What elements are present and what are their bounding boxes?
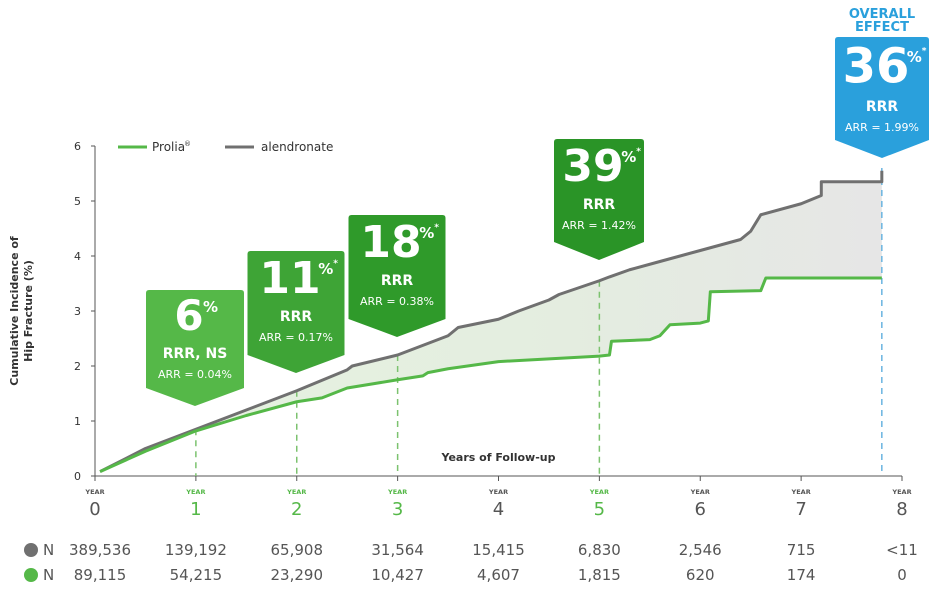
- callout-percent-sign: %: [203, 298, 218, 316]
- callout-significance-mark: *: [333, 259, 338, 269]
- n-at-risk-value: 10,427: [371, 566, 424, 584]
- y-tick-label: 3: [74, 305, 81, 318]
- y-tick-label: 6: [74, 140, 81, 153]
- x-tick-year-word: YEAR: [185, 488, 205, 496]
- y-tick-label: 1: [74, 415, 81, 428]
- n-at-risk-value: 389,536: [69, 541, 131, 559]
- series-line-alendronate: [99, 170, 884, 473]
- x-tick-label: 3: [392, 499, 403, 520]
- x-tick-label: 7: [795, 499, 806, 520]
- callout-box: [554, 139, 644, 260]
- series-line-prolia: [99, 276, 882, 473]
- callout-arr-label: ARR = 0.17%: [259, 331, 333, 344]
- callout-percent-sign: %: [621, 148, 636, 166]
- n-at-risk-value: 174: [787, 566, 816, 584]
- callout-rrr-value: 18: [360, 217, 421, 268]
- callout-arr-label: ARR = 1.99%: [845, 121, 919, 134]
- callout-significance-mark: *: [922, 46, 927, 56]
- callout-rrr-label: RRR: [583, 197, 616, 213]
- legend-label-prolia: Prolia: [152, 140, 185, 154]
- callout-box: [348, 215, 446, 337]
- x-tick-year-word: YEAR: [891, 488, 911, 496]
- n-at-risk-value: 89,115: [74, 566, 127, 584]
- callout-box: [247, 251, 345, 373]
- callout-rrr-label: RRR, NS: [163, 346, 228, 362]
- callout-4: 39% * RRR ARR = 1.42%: [554, 139, 644, 260]
- callout-3: 18% * RRR ARR = 0.38%: [348, 215, 446, 337]
- n-at-risk-value: 1,815: [578, 566, 621, 584]
- callout-rrr-value: 36: [843, 39, 910, 95]
- n-at-risk-value: 4,607: [477, 566, 520, 584]
- callout-2: 11% * RRR ARR = 0.17%: [247, 251, 345, 373]
- x-tick-year-word: YEAR: [84, 488, 104, 496]
- callout-percent-sign: %: [318, 260, 333, 278]
- callout-rrr-label: RRR: [381, 273, 414, 289]
- n-row-marker: [24, 543, 38, 557]
- y-tick-label: 2: [74, 360, 81, 373]
- n-at-risk-value: 0: [897, 566, 907, 584]
- callout-significance-mark: *: [434, 223, 439, 233]
- n-at-risk-value: 54,215: [170, 566, 223, 584]
- x-tick-year-word: YEAR: [488, 488, 508, 496]
- callout-rrr-value: 39: [562, 141, 623, 192]
- n-at-risk-value: 620: [686, 566, 715, 584]
- n-at-risk-value: 23,290: [271, 566, 324, 584]
- n-at-risk-value: 715: [787, 541, 816, 559]
- callout-percent-sign: %: [419, 224, 434, 242]
- callout-1: 6 % RRR, NS ARR = 0.04%: [146, 290, 244, 406]
- x-tick-label: 6: [695, 499, 706, 520]
- n-at-risk-value: 6,830: [578, 541, 621, 559]
- x-tick-label: 0: [89, 499, 100, 520]
- y-axis-label: Cumulative Incidence ofHip Fracture (%): [8, 236, 35, 386]
- x-tick-year-word: YEAR: [286, 488, 306, 496]
- x-tick-year-word: YEAR: [387, 488, 407, 496]
- n-at-risk-value: 139,192: [165, 541, 227, 559]
- callout-arr-label: ARR = 0.04%: [158, 368, 232, 381]
- legend-registered-mark: ®: [184, 140, 191, 148]
- callout-arr-label: ARR = 1.42%: [562, 219, 636, 232]
- callout-percent-sign: %: [907, 48, 922, 66]
- callout-significance-mark: *: [636, 147, 641, 157]
- overall-effect-header: OVERALL: [849, 7, 915, 22]
- n-at-risk-value: 65,908: [271, 541, 324, 559]
- x-tick-label: 1: [190, 499, 201, 520]
- n-at-risk-value: 15,415: [472, 541, 525, 559]
- n-at-risk-value: <11: [886, 541, 918, 559]
- callout-box: [146, 290, 244, 406]
- callout-box: [835, 37, 929, 158]
- legend-label-alendronate: alendronate: [261, 140, 333, 154]
- x-tick-year-word: YEAR: [690, 488, 710, 496]
- callout-rrr-label: RRR: [866, 99, 899, 115]
- legend: Prolia® alendronate: [118, 140, 333, 154]
- callout-arr-label: ARR = 0.38%: [360, 295, 434, 308]
- n-row-label: N: [43, 541, 54, 559]
- callout-rrr-value: 6: [174, 291, 203, 340]
- n-at-risk-value: 2,546: [679, 541, 722, 559]
- y-tick-label: 4: [74, 250, 81, 263]
- x-tick-year-word: YEAR: [589, 488, 609, 496]
- n-row-marker: [24, 568, 38, 582]
- x-axis-label: Years of Follow-up: [441, 451, 556, 464]
- y-tick-label: 0: [74, 470, 81, 483]
- n-row-label: N: [43, 566, 54, 584]
- y-tick-label: 5: [74, 195, 81, 208]
- x-tick-label: 4: [493, 499, 504, 520]
- x-tick-year-word: YEAR: [791, 488, 811, 496]
- x-tick-label: 2: [291, 499, 302, 520]
- callout-rrr-value: 11: [259, 253, 320, 304]
- x-tick-label: 5: [594, 499, 605, 520]
- overall-effect-header: EFFECT: [855, 20, 909, 35]
- n-at-risk-value: 31,564: [371, 541, 424, 559]
- callout-rrr-label: RRR: [280, 309, 313, 325]
- x-tick-label: 8: [896, 499, 907, 520]
